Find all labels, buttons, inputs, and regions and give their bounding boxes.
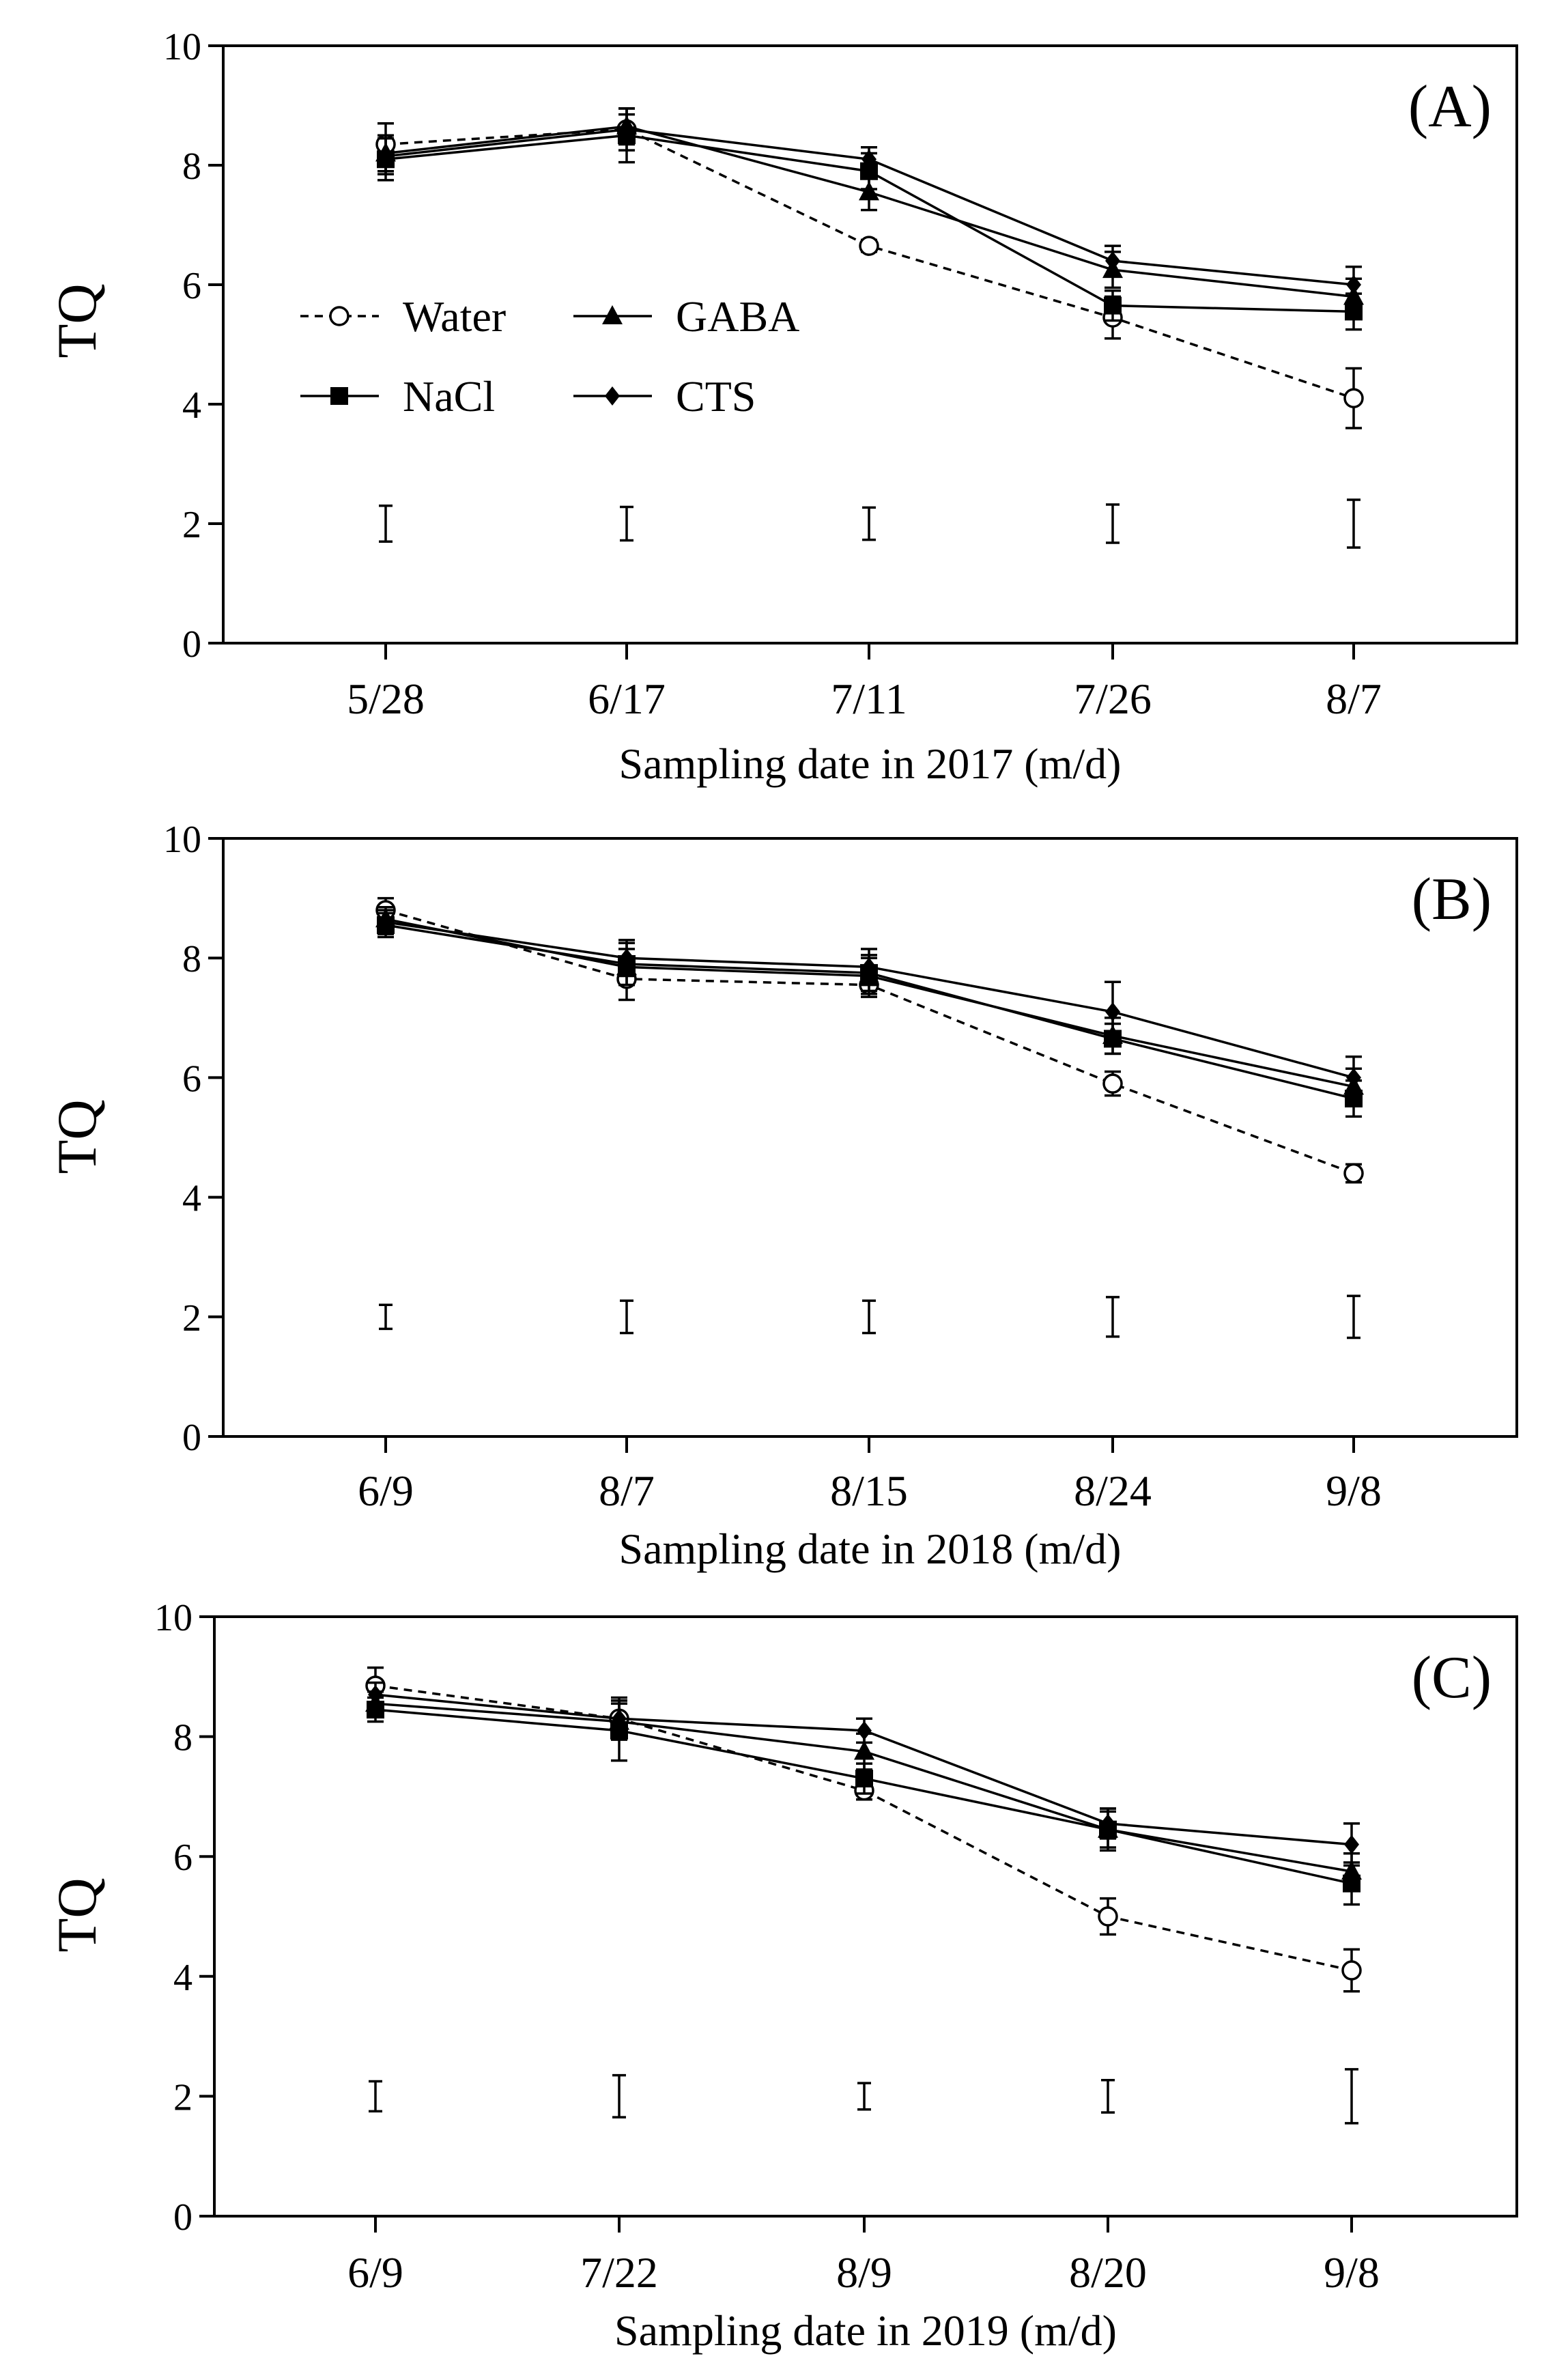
x-tick-label: 8/7	[1326, 675, 1382, 723]
y-tick-label: 4	[173, 1957, 193, 1999]
x-axis-title: Sampling date in 2019 (m/d)	[614, 2306, 1117, 2355]
y-axis-title: TQ	[46, 1099, 108, 1174]
y-tick-label: 10	[154, 1597, 193, 1639]
x-tick-label: 7/26	[1074, 675, 1152, 723]
series-line	[385, 920, 1354, 1079]
chart-panel-b: 0 2 4 6 8 10 6/9 8/7 8/15 8/24 9/8 Sampling date in…	[46, 819, 1518, 1573]
panel-label: (A)	[1408, 74, 1492, 140]
y-tick-label: 10	[163, 26, 201, 68]
data-point	[619, 948, 634, 968]
series-gaba	[375, 107, 1364, 316]
chart-panel-c: 0 2 4 6 8 10 6/9 7/22 8/9 8/20 9/8 Sampling date in…	[46, 1597, 1518, 2355]
data-point	[861, 150, 877, 169]
data-point	[1343, 388, 1364, 408]
data-point	[1346, 275, 1361, 294]
series-cts	[377, 107, 1362, 304]
y-tick-label: 0	[173, 2196, 193, 2239]
legend-label: GABA	[676, 292, 799, 341]
data-point	[855, 1770, 873, 1788]
data-point	[1104, 296, 1122, 315]
x-tick-label: 8/20	[1069, 2248, 1147, 2297]
plot-frame	[222, 837, 1518, 1438]
data-point	[859, 181, 879, 201]
legend-marker	[330, 387, 348, 405]
series-gaba	[375, 905, 1364, 1106]
y-tick-label: 8	[182, 145, 201, 188]
data-point	[1105, 251, 1120, 270]
y-tick-label: 4	[182, 1178, 201, 1220]
data-point	[857, 1720, 872, 1740]
y-tick-label: 0	[182, 1417, 201, 1459]
legend-marker	[602, 305, 623, 324]
x-tick-label: 8/15	[830, 1467, 908, 1515]
plot-frame	[222, 44, 1518, 644]
data-point	[368, 1685, 383, 1705]
x-tick-label: 8/24	[1074, 1467, 1152, 1515]
data-point	[1098, 1906, 1118, 1927]
y-tick-label: 6	[182, 1058, 201, 1100]
data-point	[1341, 1960, 1362, 1981]
x-tick-label: 9/8	[1326, 1467, 1382, 1515]
panel-label: (C)	[1412, 1645, 1492, 1711]
series-cts	[377, 909, 1362, 1100]
series-cts	[367, 1681, 1360, 1867]
data-point	[861, 957, 877, 977]
x-tick-label: 6/9	[358, 1467, 414, 1515]
x-tick-label: 8/9	[836, 2248, 892, 2297]
legend: Water GABA NaCl CTS	[300, 292, 799, 421]
data-point	[1346, 1068, 1361, 1088]
x-tick-label: 5/28	[347, 675, 425, 723]
y-tick-label: 4	[182, 384, 201, 427]
data-point	[619, 119, 634, 139]
data-point	[1343, 1163, 1364, 1184]
data-point	[1100, 1813, 1115, 1833]
data-point	[854, 1740, 874, 1760]
series-water	[365, 1666, 1362, 1993]
y-tick-label: 8	[173, 1717, 193, 1759]
chart-panel-a: 0 2 4 6 8 10 5/28 6/17 7/11 7/26 8/7 Sampling date …	[46, 26, 1518, 788]
x-tick-label: 6/17	[588, 675, 666, 723]
x-tick-label: 8/7	[599, 1467, 655, 1515]
y-tick-label: 0	[182, 623, 201, 666]
data-point	[1344, 1834, 1359, 1854]
y-tick-label: 8	[182, 938, 201, 980]
legend-label: Water	[403, 292, 506, 341]
x-tick-label: 7/22	[580, 2248, 658, 2297]
data-point	[378, 146, 393, 166]
legend-label: NaCl	[403, 372, 495, 421]
y-tick-label: 6	[173, 1837, 193, 1879]
data-point	[378, 912, 393, 932]
y-tick-label: 2	[182, 504, 201, 546]
x-axis-title: Sampling date in 2017 (m/d)	[619, 739, 1122, 788]
data-point	[1105, 1002, 1120, 1022]
y-tick-label: 2	[182, 1297, 201, 1340]
data-point	[1102, 1073, 1123, 1094]
legend-marker	[329, 306, 350, 326]
x-axis-title: Sampling date in 2018 (m/d)	[619, 1525, 1122, 1573]
x-tick-label: 6/9	[347, 2248, 403, 2297]
x-tick-label: 9/8	[1324, 2248, 1380, 2297]
y-tick-label: 10	[163, 819, 201, 861]
data-point	[612, 1709, 627, 1729]
legend-marker	[605, 386, 620, 406]
y-axis-title: TQ	[46, 1878, 108, 1952]
legend-label: CTS	[676, 372, 756, 421]
y-tick-label: 2	[173, 2076, 193, 2119]
panel-label: (B)	[1412, 866, 1492, 933]
series-line	[375, 1684, 1352, 1972]
x-tick-label: 7/11	[831, 675, 907, 723]
y-axis-title: TQ	[46, 283, 108, 358]
data-point	[859, 236, 879, 256]
data-point	[1341, 1860, 1362, 1880]
y-tick-label: 6	[182, 265, 201, 307]
